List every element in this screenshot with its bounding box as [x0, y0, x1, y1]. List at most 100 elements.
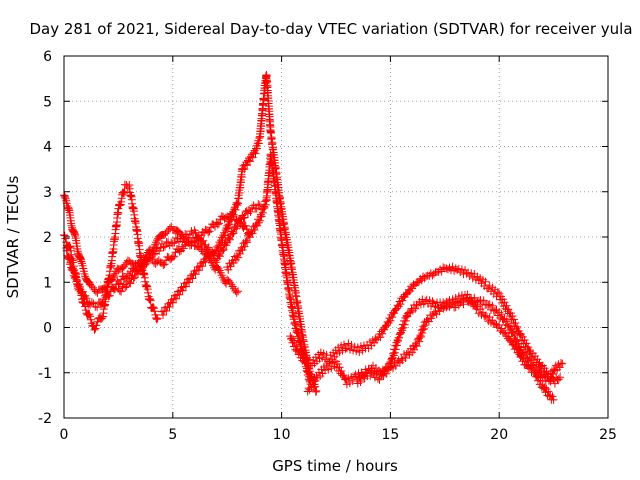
x-tick-label: 10 [273, 427, 291, 443]
data-point [296, 338, 305, 347]
data-point [556, 373, 565, 382]
data-point [248, 229, 257, 238]
data-point [238, 245, 247, 254]
y-tick-label: -1 [38, 366, 52, 382]
data-point [66, 258, 75, 267]
data-point [479, 296, 488, 305]
data-point [528, 361, 537, 370]
data-point [81, 272, 90, 281]
data-point [180, 279, 189, 288]
data-point [543, 373, 552, 381]
data-point [93, 303, 102, 312]
data-point [397, 328, 405, 337]
data-point [243, 238, 252, 247]
data-point [215, 252, 224, 261]
data-point [198, 262, 207, 271]
data-point [356, 378, 365, 386]
data-point [295, 347, 304, 356]
data-point [87, 298, 96, 307]
data-point [257, 210, 265, 219]
data-point [153, 314, 162, 323]
data-point [261, 200, 270, 209]
data-point [382, 321, 391, 330]
data-point [70, 274, 79, 283]
data-point [68, 264, 77, 273]
data-point [499, 315, 508, 324]
data-point [420, 324, 428, 333]
data-point [86, 315, 95, 324]
data-point [381, 323, 389, 332]
data-point [391, 345, 400, 354]
data-point [312, 386, 321, 395]
data-point [104, 292, 113, 301]
data-point [227, 215, 236, 224]
data-point [65, 255, 74, 264]
y-tick-label: 5 [43, 94, 52, 110]
data-point [229, 210, 238, 219]
data-point [98, 299, 107, 308]
data-point [199, 236, 208, 245]
data-point [386, 316, 395, 325]
data-point [520, 336, 529, 344]
data-point [387, 362, 396, 371]
data-point [136, 267, 145, 276]
data-point [153, 236, 162, 245]
data-point [335, 363, 344, 372]
data-point [491, 306, 500, 315]
data-point [522, 350, 531, 359]
y-tick-label: 4 [43, 140, 52, 156]
x-axis-label: GPS time / hours [272, 457, 398, 475]
data-point [211, 256, 220, 265]
data-point [110, 285, 118, 294]
data-point [261, 197, 270, 206]
data-point [524, 343, 533, 352]
data-point [311, 387, 320, 396]
data-point [190, 267, 199, 275]
data-point [456, 298, 465, 307]
data-point [544, 387, 553, 396]
data-point [510, 315, 518, 324]
x-tick-label: 25 [599, 427, 617, 443]
data-point [508, 312, 517, 321]
data-point [160, 260, 169, 269]
data-point [392, 341, 401, 350]
data-point [389, 349, 398, 358]
data-point [234, 253, 243, 262]
data-point [540, 383, 549, 392]
axis-ticks: 0 5 10 15 20 25 -2 -1 0 1 2 3 4 5 6 [38, 49, 617, 443]
data-point [249, 148, 258, 157]
data-point [510, 330, 519, 339]
data-point [421, 321, 430, 330]
data-point [123, 182, 132, 191]
data-point [347, 341, 356, 349]
data-point [398, 296, 407, 305]
data-point [205, 254, 214, 263]
data-point [63, 254, 72, 263]
data-point [209, 251, 218, 260]
data-point [500, 298, 509, 307]
data-point [403, 312, 412, 321]
data-point [254, 218, 263, 227]
data-point [372, 369, 381, 378]
data-point [213, 220, 222, 229]
data-point [359, 372, 368, 381]
data-point [400, 320, 409, 329]
data-point [135, 266, 144, 275]
series-track-3 [62, 209, 253, 312]
data-point [144, 254, 153, 263]
data-point [117, 287, 126, 296]
data-point [109, 283, 117, 292]
data-point [428, 297, 437, 306]
data-point [390, 348, 399, 357]
data-point [397, 354, 406, 363]
data-point [234, 287, 243, 296]
data-point [223, 224, 232, 233]
data-point [378, 329, 387, 338]
data-point [255, 216, 264, 225]
data-point [333, 360, 342, 368]
data-point [220, 231, 229, 240]
data-point [129, 274, 138, 283]
data-point [152, 315, 161, 324]
data-point [286, 295, 295, 304]
data-point [240, 213, 249, 222]
